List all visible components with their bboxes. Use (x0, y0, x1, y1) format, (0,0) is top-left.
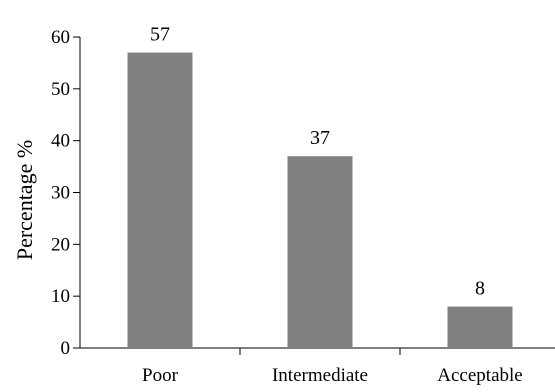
x-category-label: Acceptable (437, 365, 522, 386)
y-axis: 0 10 20 30 40 50 60 (51, 27, 81, 359)
y-tick-label: 0 (61, 338, 71, 359)
data-labels: 57 37 8 (150, 24, 485, 300)
x-category-label: Intermediate (272, 365, 368, 386)
y-tick-label: 10 (51, 286, 70, 307)
y-tick-label: 40 (51, 131, 70, 152)
y-tick-label: 50 (51, 79, 70, 100)
y-tick-label: 30 (51, 183, 70, 204)
data-label-poor: 57 (150, 24, 170, 46)
bars (127, 52, 513, 349)
bar-poor (127, 52, 193, 349)
x-category-label: Poor (142, 365, 179, 386)
y-tick-label: 20 (51, 234, 70, 255)
data-label-acceptable: 8 (475, 278, 485, 300)
bar-acceptable (447, 306, 513, 348)
x-axis: Poor Intermediate Acceptable (80, 347, 555, 386)
data-label-intermediate: 37 (310, 127, 330, 149)
y-axis-label: Percentage % (12, 140, 37, 260)
y-tick-label: 60 (51, 27, 70, 48)
bar-intermediate (287, 156, 353, 348)
